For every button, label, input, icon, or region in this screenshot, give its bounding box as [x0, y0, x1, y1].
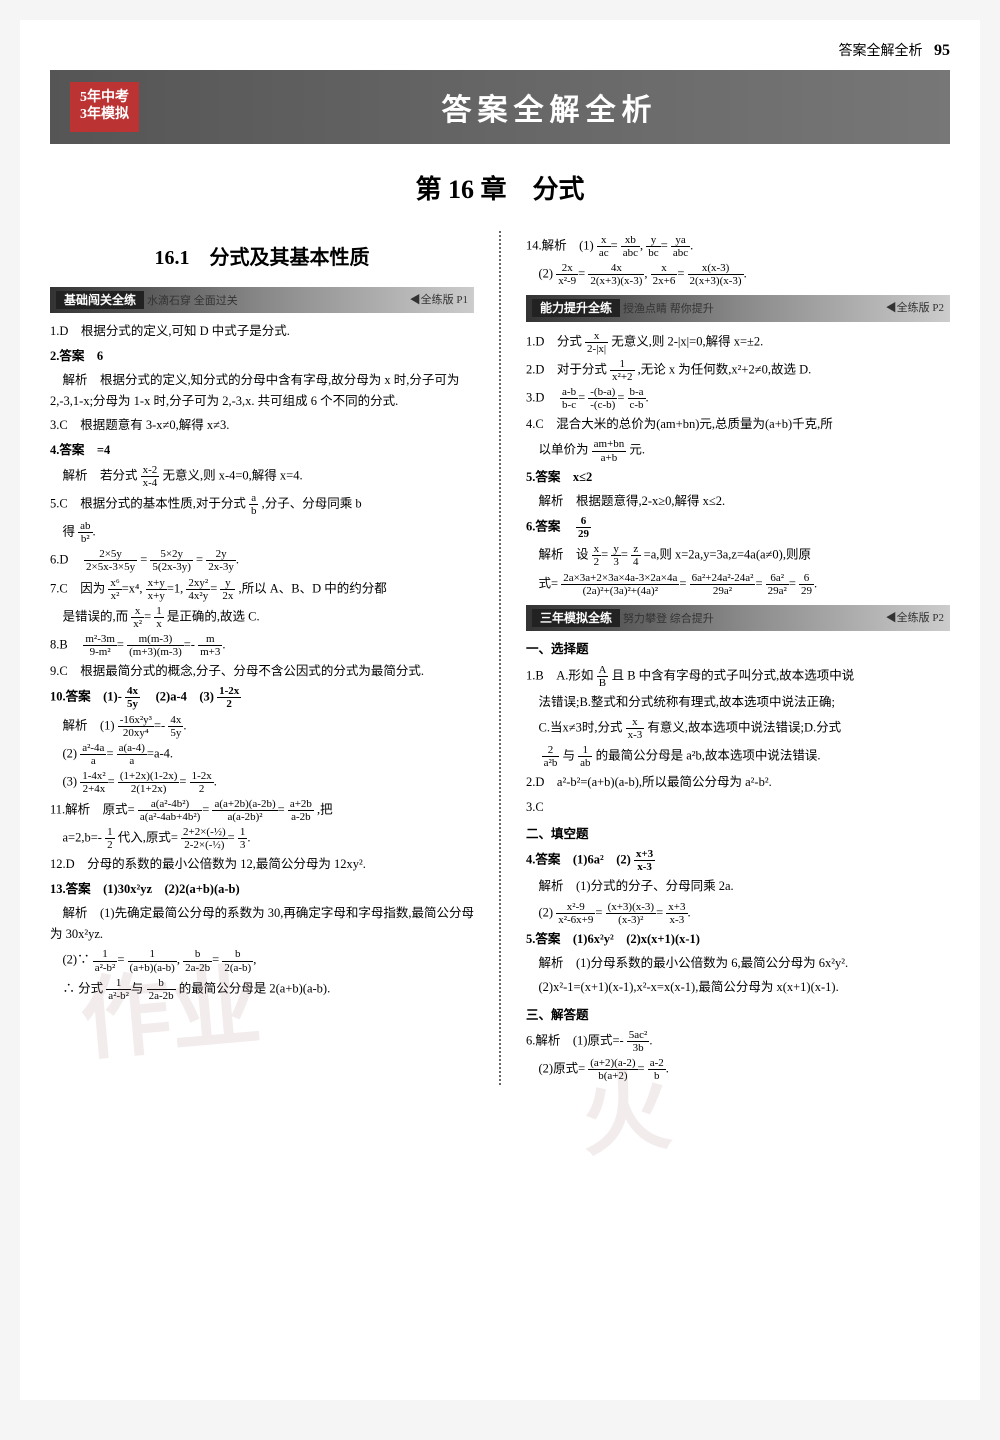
sub-banner-3: 三年模拟全练 努力攀登 综合提升 ◀全练版 P2: [526, 605, 950, 632]
r-item-2: 2.D 对于分式 1x²+2 ,无论 x 为任何数,x²+2≠0,故选 D.: [526, 358, 950, 383]
item-10a: 10.答案 (1)- 4x5y (2)a-4 (3) 1-2x2: [50, 685, 474, 710]
r-item-14b: (2) 2xx²-9= 4x2(x+3)(x-3), x2x+6= x(x-3)…: [526, 262, 950, 287]
item-13b: 解析 (1)先确定最简公分母的系数为 30,再确定字母和字母指数,最简公分母为 …: [50, 903, 474, 946]
r-item-6c: 式= 2a×3a+2×3a×4a-3×2a×4a(2a)²+(3a)²+(4a)…: [526, 572, 950, 597]
sub-right-3: ◀全练版 P2: [886, 609, 944, 628]
s-item-6a: 6.解析 (1)原式=- 5ac²3b.: [526, 1029, 950, 1054]
r-item-4b: 以单价为 am+bna+b 元.: [526, 438, 950, 463]
item-10b1: 解析 (1) -16x²y³20xy⁴=- 4x5y.: [50, 714, 474, 739]
sub-sub-1: 水滴石穿 全面过关: [147, 295, 238, 307]
r-item-5b: 解析 根据题意得,2-x≥0,解得 x≤2.: [526, 491, 950, 512]
item-13d: ∴ 分式 1a²-b²与 b2a-2b 的最简公分母是 2(a+b)(a-b).: [50, 977, 474, 1002]
sub-banner-2: 能力提升全练 授渔点睛 帮你提升 ◀全练版 P2: [526, 295, 950, 322]
r-item-3: 3.D a-bb-c= -(b-a)-(c-b)= b-ac-b.: [526, 386, 950, 411]
page-header: 答案全解全析 95: [50, 40, 950, 60]
banner-logo: 5年中考 3年模拟: [70, 82, 139, 132]
r-item-1: 1.D 分式 x2-|x| 无意义,则 2-|x|=0,解得 x=±2.: [526, 330, 950, 355]
sub-sub-3: 努力攀登 综合提升: [623, 613, 714, 625]
h3: 三、解答题: [526, 1005, 950, 1026]
sub-sub-2: 授渔点睛 帮你提升: [623, 303, 714, 315]
s-item-6b: (2)原式= (a+2)(a-2)b(a+2)= a-2b.: [526, 1057, 950, 1082]
item-1: 1.D 根据分式的定义,可知 D 中式子是分式.: [50, 321, 474, 342]
s-item-4c: (2) x²-9x²-6x+9= (x+3)(x-3)(x-3)²= x+3x-…: [526, 901, 950, 926]
chapter-title: 第 16 章 分式: [50, 169, 950, 206]
r-item-6a: 6.答案 629: [526, 515, 950, 540]
item-2a: 2.答案 6: [50, 346, 474, 367]
r-item-14a: 14.解析 (1) xac= xbabc, ybc= yaabc.: [526, 234, 950, 259]
s-item-1c: C.当x≠3时,分式 xx-3 有意义,故本选项中说法错误;D.分式: [526, 716, 950, 741]
item-13a: 13.答案 (1)30x²yz (2)2(a+b)(a-b): [50, 879, 474, 900]
right-column: 14.解析 (1) xac= xbabc, ybc= yaabc. (2) 2x…: [526, 231, 950, 1086]
column-divider: [499, 231, 501, 1086]
h2: 二、填空题: [526, 824, 950, 845]
left-column: 16.1 分式及其基本性质 基础闯关全练 水滴石穿 全面过关 ◀全练版 P1 1…: [50, 231, 474, 1086]
s-item-1a: 1.B A.形如 AB 且 B 中含有字母的式子叫分式,故本选项中说: [526, 664, 950, 689]
r-item-6b: 解析 设 x2= y3= z4 =a,则 x=2a,y=3a,z=4a(a≠0)…: [526, 543, 950, 568]
banner-title: 答案全解全析: [169, 85, 930, 129]
item-4a: 4.答案 =4: [50, 440, 474, 461]
item-8: 8.B m²-3m9-m²= m(m-3)(m+3)(m-3)=- mm+3.: [50, 633, 474, 658]
item-5b: 得 abb².: [50, 520, 474, 545]
item-9: 9.C 根据最简分式的概念,分子、分母不含公因式的分式为最简分式.: [50, 661, 474, 682]
item-11: 11.解析 原式= a(a²-4b²)a(a²-4ab+4b²)= a(a+2b…: [50, 798, 474, 823]
item-10b2: (2) a²-4aa= a(a-4)a=a-4.: [50, 742, 474, 767]
item-7b: 是错误的,而 xx²= 1x 是正确的,故选 C.: [50, 605, 474, 630]
logo-line2: 3年模拟: [80, 107, 129, 124]
sub-tag-3: 三年模拟全练: [532, 609, 620, 627]
h1: 一、选择题: [526, 639, 950, 660]
sub-tag-1: 基础闯关全练: [56, 291, 144, 309]
r-item-5a: 5.答案 x≤2: [526, 467, 950, 488]
s-item-5c: (2)x²-1=(x+1)(x-1),x²-x=x(x-1),最简公分母为 x(…: [526, 977, 950, 998]
item-10b3: (3) 1-4x²2+4x= (1+2x)(1-2x)2(1+2x)= 1-2x…: [50, 770, 474, 795]
s-item-5b: 解析 (1)分母系数的最小公倍数为 6,最简公分母为 6x²y².: [526, 953, 950, 974]
page-number: 95: [934, 42, 950, 60]
item-3: 3.C 根据题意有 3-x≠0,解得 x≠3.: [50, 415, 474, 436]
item-7: 7.C 因为 x⁶x²=x⁴, x+yx+y=1, 2xy²4x²y= y2x …: [50, 577, 474, 602]
item-5: 5.C 根据分式的基本性质,对于分式 ab ,分子、分母同乘 b: [50, 492, 474, 517]
s-item-1d: 2a²b 与 1ab 的最简公分母是 a²b,故本选项中说法错误.: [526, 744, 950, 769]
logo-line1: 5年中考: [80, 90, 129, 107]
r-item-4: 4.C 混合大米的总价为(am+bn)元,总质量为(a+b)千克,所: [526, 414, 950, 435]
s-item-1b: 法错误;B.整式和分式统称有理式,故本选项中说法正确;: [526, 692, 950, 713]
sub-banner-1: 基础闯关全练 水滴石穿 全面过关 ◀全练版 P1: [50, 287, 474, 314]
item-2b: 解析 根据分式的定义,知分式的分母中含有字母,故分母为 x 时,分子可为 2,-…: [50, 370, 474, 413]
sub-right-2: ◀全练版 P2: [886, 299, 944, 318]
item-12: 12.D 分母的系数的最小公倍数为 12,最简公分母为 12xy².: [50, 854, 474, 875]
s-item-4a: 4.答案 (1)6a² (2) x+3x-3: [526, 848, 950, 873]
s-item-5a: 5.答案 (1)6x²y² (2)x(x+1)(x-1): [526, 929, 950, 950]
item-4b: 解析 若分式 x-2x-4 无意义,则 x-4=0,解得 x=4.: [50, 464, 474, 489]
section-title: 16.1 分式及其基本性质: [50, 241, 474, 275]
s-item-3: 3.C: [526, 797, 950, 818]
main-banner: 5年中考 3年模拟 答案全解全析: [50, 70, 950, 144]
s-item-2: 2.D a²-b²=(a+b)(a-b),所以最简公分母为 a²-b².: [526, 772, 950, 793]
item-6: 6.D 2×5y2×5x-3×5y = 5×2y5(2x-3y) = 2y2x-…: [50, 548, 474, 573]
sub-tag-2: 能力提升全练: [532, 299, 620, 317]
item-13c: (2)∵ 1a²-b²= 1(a+b)(a-b), b2a-2b= b2(a-b…: [50, 948, 474, 973]
s-item-4b: 解析 (1)分式的分子、分母同乘 2a.: [526, 876, 950, 897]
sub-right-1: ◀全练版 P1: [410, 291, 468, 310]
item-11b: a=2,b=- 12 代入,原式= 2+2×(-½)2-2×(-½)= 13.: [50, 826, 474, 851]
header-label: 答案全解全析: [839, 44, 923, 59]
